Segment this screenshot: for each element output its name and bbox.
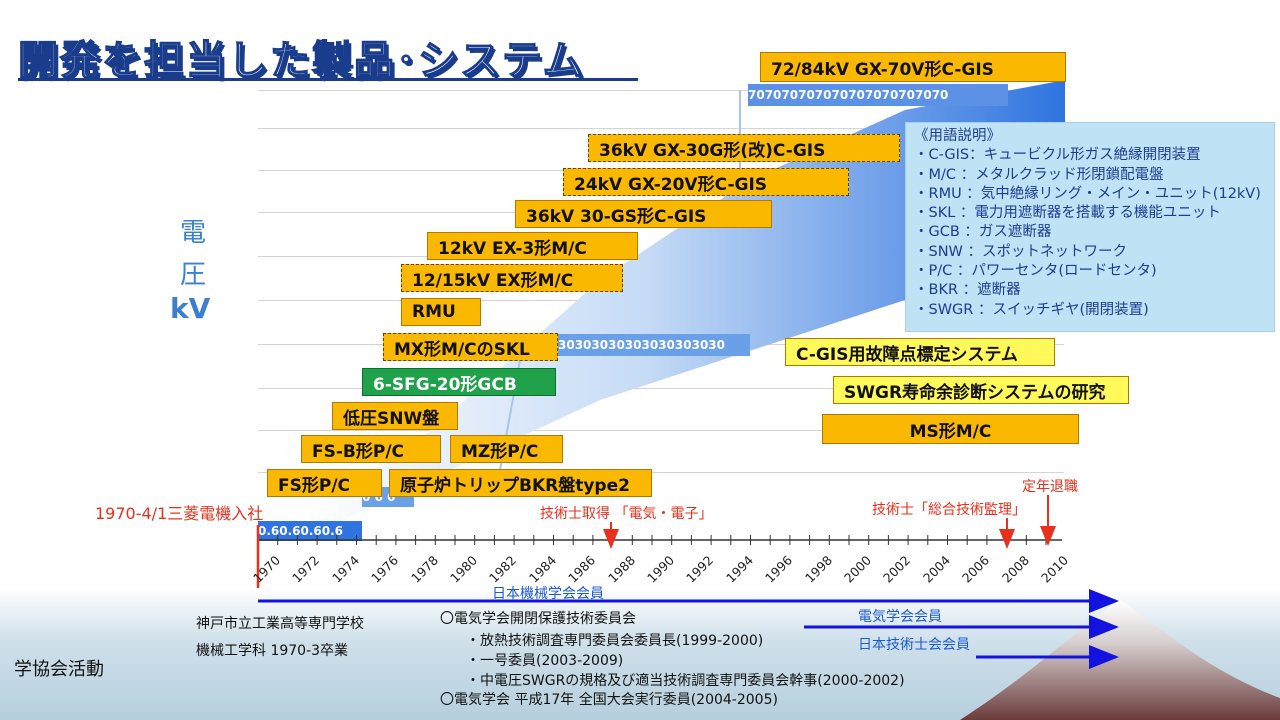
gridline [258, 90, 1064, 91]
title-underline [18, 78, 638, 81]
product-gx70v: 72/84kV GX-70V形C-GIS [760, 52, 1066, 82]
product-gx20v: 24kV GX-20V形C-GIS [563, 168, 849, 196]
product-snw: 低圧SNW盤 [332, 402, 458, 430]
glossary-item: ・SKL ：電力用遮断器を搭載する機能ユニット [914, 205, 1221, 222]
activity-3: ・一号委員(2003-2009) [466, 653, 624, 669]
gridline [258, 128, 1064, 129]
glossary-item: ・M/C ：メタルクラッド形閉鎖配電盤 [914, 166, 1164, 183]
activity-5: 〇電気学会 平成17年 全国大会実行委員(2004-2005) [440, 692, 778, 708]
product-sfg-gcb: 6-SFG-20形GCB [362, 368, 556, 396]
glossary-item: ・RMU ：気中絶縁リング・メイン・ユニット(12kV) [914, 185, 1261, 202]
glossary-panel: 《用語説明》 ・C-GIS：キュービクル形ガス絶縁開閉装置 ・M/C ：メタルク… [905, 122, 1275, 332]
section-label: 学協会活動 [14, 659, 104, 680]
product-cgis-fault: C-GIS用故障点標定システム [785, 338, 1055, 366]
glossary-item: ・GCB ：ガス遮断器 [914, 224, 1052, 241]
glossary-item: ・SWGR ：スイッチギヤ(開閉装置) [914, 301, 1149, 318]
product-bkr-type2: 原子炉トリップBKR盤type2 [389, 469, 652, 497]
band-30: 30303030303030303030 [558, 334, 750, 356]
event-pe-general: 技術士「総合技術監理」 [872, 502, 1026, 518]
event-retire: 定年退職 [1022, 479, 1078, 495]
glossary-title: 《用語説明》 [914, 128, 1001, 144]
product-mz: MZ形P/C [450, 435, 563, 463]
event-join: 1970-4/1三菱電機入社 [95, 504, 264, 523]
product-gx30g: 36kV GX-30G形(改)C-GIS [588, 134, 900, 162]
band-70: 707070707070707070707070 [748, 84, 1008, 106]
pe-label: 日本技術士会会員 [858, 637, 970, 653]
gridline [258, 388, 1064, 389]
gridline [258, 472, 1064, 473]
activity-1: 〇電気学会開閉保護技術委員会 [440, 611, 636, 627]
glossary-item: ・P/C ：パワーセンタ(ロードセンタ) [914, 263, 1157, 280]
product-30gs: 36kV 30-GS形C-GIS [515, 200, 772, 228]
product-rmu: RMU [401, 298, 481, 326]
gridline [258, 430, 1064, 431]
school-dept: 機械工学科 1970-3卒業 [196, 643, 349, 659]
activity-4: ・中電圧SWGRの規格及び適当技術調査専門委員会幹事(2000-2002) [466, 673, 905, 689]
product-ms: MS形M/C [822, 414, 1079, 444]
product-mx-skl: MX形M/CのSKL [383, 333, 558, 361]
y-axis-label-2: 圧 [180, 260, 207, 290]
jsme-label: 日本機械学会会員 [492, 586, 604, 602]
product-swgr-life: SWGR寿命余診断システムの研究 [833, 376, 1129, 404]
y-axis-label-1: 電 [180, 218, 207, 248]
iee-label: 電気学会会員 [858, 609, 942, 625]
y-axis-label-unit: kV [170, 292, 211, 325]
product-ex3: 12kV EX-3形M/C [427, 232, 638, 260]
event-pe-ee: 技術士取得 「電気・電子」 [540, 506, 713, 522]
glossary-item: ・BKR ：遮断器 [914, 282, 1021, 299]
product-ex: 12/15kV EX形M/C [401, 264, 623, 292]
bottom-background [0, 588, 1280, 720]
product-fs: FS形P/C [267, 469, 382, 497]
glossary-item: ・C-GIS：キュービクル形ガス絶縁開閉装置 [914, 147, 1201, 164]
school-name: 神戸市立工業高等専門学校 [196, 616, 364, 632]
page-title: 開発を担当した製品･システム [17, 37, 585, 85]
product-fsb: FS-B形P/C [301, 435, 441, 463]
band-0.6: 0.60.60.60.6 [258, 521, 362, 541]
activity-2: ・放熱技術調査専門委員会委員長(1999-2000) [466, 633, 764, 649]
glossary-item: ・SNW ：スポットネットワーク [914, 243, 1127, 260]
